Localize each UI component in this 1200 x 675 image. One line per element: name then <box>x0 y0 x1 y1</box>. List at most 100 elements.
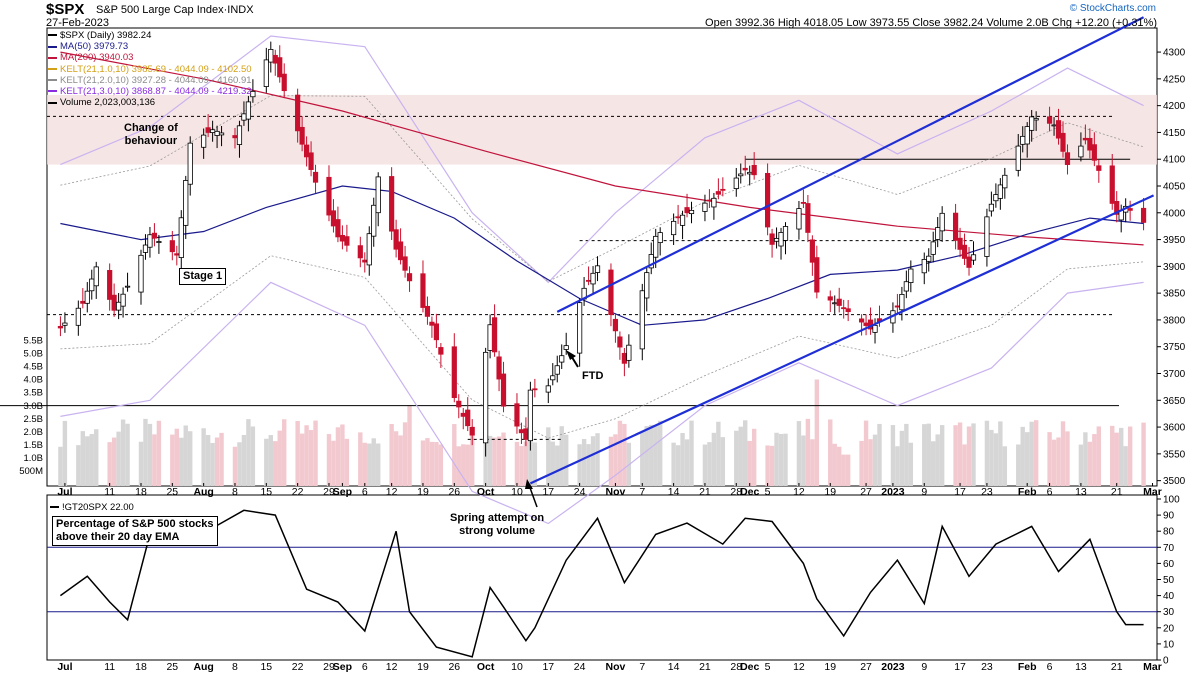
indicator-tick-label: 70 <box>1163 543 1175 554</box>
volume-bar <box>872 434 878 486</box>
candle <box>142 244 149 253</box>
volume-bar <box>711 432 717 486</box>
candle <box>796 208 802 230</box>
candle <box>514 403 520 427</box>
candle <box>858 318 865 323</box>
volume-bar <box>125 423 130 486</box>
legend-swatch <box>48 79 57 82</box>
volume-bar <box>116 431 121 486</box>
price-x-tick-label: 6 <box>1047 486 1053 498</box>
candle <box>1078 145 1084 158</box>
volume-bar <box>514 441 520 486</box>
price-tick-label: 4100 <box>1163 155 1186 166</box>
volume-bar <box>326 434 332 486</box>
volume-bar <box>367 443 372 486</box>
volume-bar <box>120 419 126 486</box>
candle <box>765 172 771 228</box>
volume-tick-label: 4.0B <box>23 375 43 386</box>
candle <box>1127 208 1133 211</box>
indicator-tick-label: 60 <box>1163 559 1175 570</box>
volume-tick-label: 3.0B <box>23 401 43 412</box>
candle <box>344 236 350 246</box>
volume-bar <box>689 420 694 486</box>
candle <box>330 210 337 227</box>
volume-bar <box>899 430 905 486</box>
volume-bar <box>1110 425 1115 486</box>
volume-bar <box>707 442 712 486</box>
volume-bar <box>962 444 967 486</box>
legend-entry: KELT(21,1.0,10) 3985.69 - 4044.09 - 4102… <box>48 64 252 75</box>
volume-bar <box>246 419 251 486</box>
candle <box>523 428 529 440</box>
candle <box>532 388 538 391</box>
legend-swatch <box>48 56 57 59</box>
price-x-tick-label: 11 <box>104 486 115 498</box>
volume-bar <box>461 444 466 486</box>
legend-label: KELT(21,3.0,10) 3868.87 - 4044.09 - 4219… <box>60 86 252 97</box>
volume-bar <box>407 405 412 486</box>
indicator-x-tick-label: 26 <box>448 661 460 673</box>
volume-bar <box>179 437 184 486</box>
annotation-change-of-behaviour: Change of behaviour <box>124 122 178 147</box>
candle <box>751 164 757 176</box>
indicator-x-tick-label: 13 <box>1075 661 1087 673</box>
volume-bar <box>743 420 748 486</box>
indicator-x-tick-label: 24 <box>574 661 586 673</box>
price-tick-label: 3750 <box>1163 342 1186 353</box>
candle <box>935 227 941 240</box>
volume-tick-label: 1.5B <box>23 440 43 451</box>
candle <box>688 209 695 215</box>
candle <box>460 412 466 417</box>
price-x-tick-label: 28 <box>730 486 742 498</box>
indicator-x-tick-label: 29 <box>323 661 335 673</box>
candle <box>702 202 708 212</box>
volume-tick-label: 500M <box>19 466 43 477</box>
price-x-tick-label: 2023 <box>881 486 905 498</box>
volume-bar <box>590 436 596 486</box>
indicator-x-tick-label: 6 <box>362 661 368 673</box>
volume-bar <box>62 420 68 486</box>
volume-bar <box>152 434 157 486</box>
indicator-x-tick-label: Dec <box>740 661 759 673</box>
volume-bar <box>138 441 144 486</box>
annotation-ftd: FTD <box>582 370 604 382</box>
candle <box>805 203 811 233</box>
volume-bar <box>989 429 994 486</box>
indicator-x-tick-label: 19 <box>417 661 429 673</box>
volume-bar <box>577 444 582 486</box>
annotation-spring-attempt: Spring attempt on strong volume <box>450 512 545 537</box>
candle <box>621 352 627 364</box>
channel-upper-line <box>556 16 1145 313</box>
candle <box>424 305 431 317</box>
candle <box>456 400 462 408</box>
volume-bar <box>890 425 896 486</box>
volume-bar <box>214 437 220 486</box>
candle <box>187 142 193 185</box>
candle <box>773 238 780 242</box>
candle <box>612 318 619 332</box>
volume-bar <box>1096 426 1102 486</box>
candle <box>491 317 498 353</box>
candle <box>371 204 377 237</box>
volume-bar <box>434 442 439 486</box>
candle <box>608 269 614 315</box>
indicator-x-tick-label: 5 <box>765 661 771 673</box>
volume-bar <box>765 445 770 486</box>
volume-bar <box>1056 437 1061 486</box>
candle <box>362 259 368 263</box>
candle <box>988 203 994 212</box>
candle <box>832 302 838 305</box>
volume-bar <box>622 423 627 486</box>
candle <box>1091 144 1097 161</box>
volume-bar <box>1083 432 1088 486</box>
volume-bar <box>563 434 569 486</box>
indicator-x-tick-label: 11 <box>104 661 115 673</box>
volume-bar <box>376 443 381 486</box>
volume-tick-label: 2.0B <box>23 427 43 438</box>
keltner-upper-band <box>60 35 1144 284</box>
volume-bar <box>156 420 162 486</box>
volume-bar <box>1002 446 1008 486</box>
volume-bar <box>1065 431 1070 486</box>
indicator-x-tick-label: 15 <box>260 661 272 673</box>
indicator-x-tick-label: 7 <box>639 661 645 673</box>
